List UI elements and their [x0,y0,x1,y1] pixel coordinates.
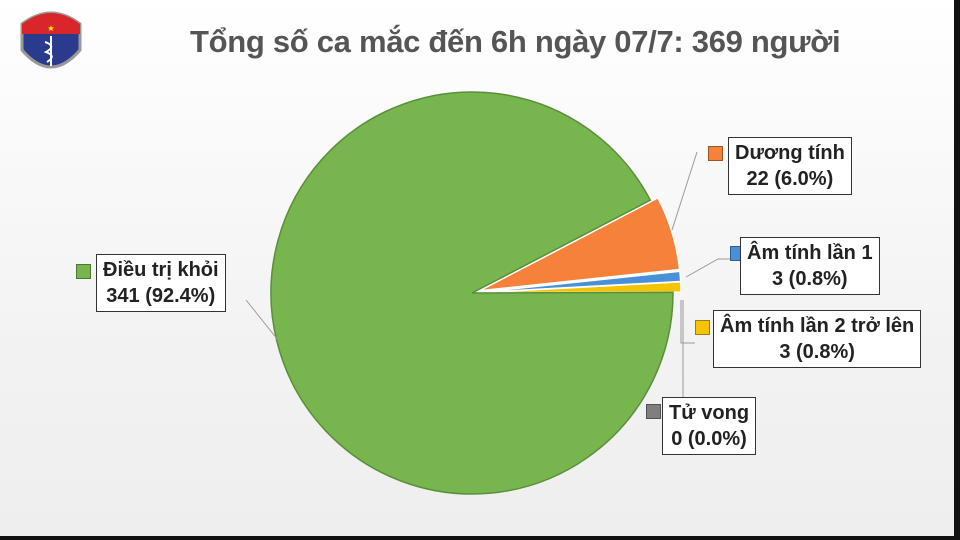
pie-slice-dieu-tri-khoi [270,91,674,495]
legend-swatch-duong-tinh [708,146,723,161]
ministry-of-health-logo: ★ [20,11,82,69]
slice-value: 3 (0.8%) [771,268,848,290]
slice-name: Dương tính [735,142,845,164]
data-label-duong-tinh: Dương tính 22 (6.0%) [728,137,852,195]
pie-slice-am-tinh-lan-2-tro-len [479,281,682,294]
slice-value: 341 (92.4%) [106,285,216,307]
data-label-tu-vong: Tử vong 0 (0.0%) [662,397,757,455]
legend-swatch-tu-vong [646,404,661,419]
leader-line-am-tinh-lan-1 [685,258,730,278]
slice-name: Âm tính lần 1 [747,242,873,264]
slice-value: 0 (0.0%) [671,428,747,450]
slice-name: Âm tính lần 2 trở lên [720,315,915,337]
legend-swatch-dieu-tri-khoi [76,264,91,279]
legend-swatch-am-tinh-lan-2-tro-len [695,320,710,335]
data-label-am-tinh-lan-1: Âm tính lần 1 3 (0.8%) [740,237,880,295]
slice-value: 22 (6.0%) [746,168,834,190]
slice-name: Tử vong [669,402,750,424]
leader-line-duong-tinh [671,151,698,231]
chart-title: Tổng số ca mắc đến 6h ngày 07/7: 369 ngư… [190,24,841,59]
leader-line-dieu-tri-khoi [245,299,279,341]
slice-name: Điều trị khỏi [103,259,219,281]
slice-value: 3 (0.8%) [779,341,855,363]
data-label-am-tinh-lan-2-tro-len: Âm tính lần 2 trở lên 3 (0.8%) [713,310,922,368]
data-label-dieu-tri-khoi: Điều trị khỏi 341 (92.4%) [96,254,226,312]
svg-text:★: ★ [47,24,54,33]
pie-slice-duong-tinh [479,196,681,292]
leader-line-am-tinh-lan-2-tro-len [680,300,695,344]
